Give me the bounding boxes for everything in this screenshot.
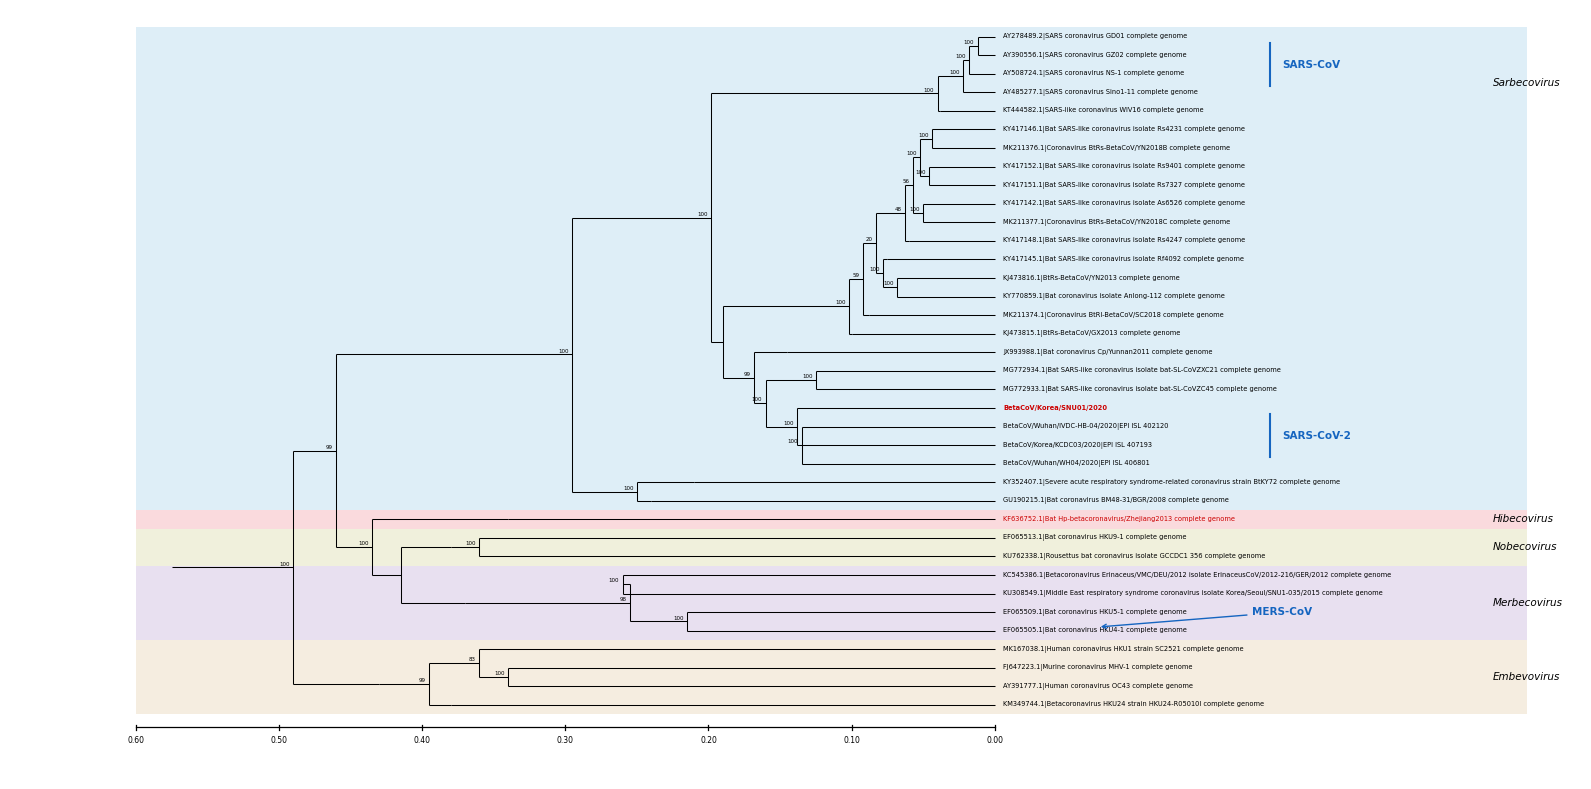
Text: 100: 100	[907, 151, 916, 156]
Text: KJ473816.1|BtRs-BetaCoV/YN2013 complete genome: KJ473816.1|BtRs-BetaCoV/YN2013 complete …	[1004, 275, 1181, 282]
Text: Embevovirus: Embevovirus	[1492, 672, 1561, 682]
Text: EF065513.1|Bat coronavirus HKU9-1 complete genome: EF065513.1|Bat coronavirus HKU9-1 comple…	[1004, 534, 1187, 541]
Text: KY417151.1|Bat SARS-like coronavirus isolate Rs7327 complete genome: KY417151.1|Bat SARS-like coronavirus iso…	[1004, 181, 1246, 189]
Text: MK211376.1|Coronavirus BtRs-BetaCoV/YN2018B complete genome: MK211376.1|Coronavirus BtRs-BetaCoV/YN20…	[1004, 144, 1230, 151]
Text: 48: 48	[894, 207, 901, 212]
Text: Sarbecovirus: Sarbecovirus	[1492, 78, 1561, 88]
Text: BetaCoV/Korea/KCDC03/2020|EPI ISL 407193: BetaCoV/Korea/KCDC03/2020|EPI ISL 407193	[1004, 442, 1152, 449]
Text: 100: 100	[558, 349, 570, 353]
Text: 0.50: 0.50	[270, 735, 288, 745]
Text: 100: 100	[910, 207, 920, 212]
Text: AY508724.1|SARS coronavirus NS-1 complete genome: AY508724.1|SARS coronavirus NS-1 complet…	[1004, 70, 1185, 77]
Text: KM349744.1|Betacoronavirus HKU24 strain HKU24-R05010I complete genome: KM349744.1|Betacoronavirus HKU24 strain …	[1004, 701, 1265, 709]
Text: 100: 100	[673, 615, 684, 620]
Bar	[135, 566, 1527, 640]
Text: Merbecovirus: Merbecovirus	[1492, 598, 1562, 608]
Text: KC545386.1|Betacoronavirus Erinaceus/VMC/DEU/2012 isolate ErinaceusCoV/2012-216/: KC545386.1|Betacoronavirus Erinaceus/VMC…	[1004, 571, 1392, 578]
Text: 100: 100	[783, 421, 794, 425]
Text: 100: 100	[918, 133, 929, 138]
Text: 100: 100	[835, 301, 845, 305]
Text: EF065505.1|Bat coronavirus HKU4-1 complete genome: EF065505.1|Bat coronavirus HKU4-1 comple…	[1004, 627, 1187, 634]
Text: KF636752.1|Bat Hp-betacoronavirus/Zhejiang2013 complete genome: KF636752.1|Bat Hp-betacoronavirus/Zhejia…	[1004, 516, 1235, 523]
Text: 100: 100	[869, 267, 880, 272]
Text: 100: 100	[697, 211, 708, 217]
Text: Hibecovirus: Hibecovirus	[1492, 514, 1554, 525]
Text: AY278489.2|SARS coronavirus GD01 complete genome: AY278489.2|SARS coronavirus GD01 complet…	[1004, 33, 1187, 40]
Text: MK211374.1|Coronavirus BtRI-BetaCoV/SC2018 complete genome: MK211374.1|Coronavirus BtRI-BetaCoV/SC20…	[1004, 312, 1223, 319]
Text: 99: 99	[326, 445, 333, 450]
Text: 100: 100	[495, 671, 504, 676]
Text: 0.20: 0.20	[700, 735, 718, 745]
Text: MK211377.1|Coronavirus BtRs-BetaCoV/YN2018C complete genome: MK211377.1|Coronavirus BtRs-BetaCoV/YN20…	[1004, 219, 1231, 226]
Text: 100: 100	[883, 282, 894, 286]
Text: 20: 20	[866, 237, 872, 242]
Text: 100: 100	[955, 54, 966, 59]
Text: Nobecovirus: Nobecovirus	[1492, 542, 1558, 552]
Text: EF065509.1|Bat coronavirus HKU5-1 complete genome: EF065509.1|Bat coronavirus HKU5-1 comple…	[1004, 608, 1187, 615]
Text: KY417146.1|Bat SARS-like coronavirus isolate Rs4231 complete genome: KY417146.1|Bat SARS-like coronavirus iso…	[1004, 126, 1246, 133]
Text: 100: 100	[924, 88, 934, 92]
Text: 100: 100	[609, 578, 619, 583]
Text: AY390556.1|SARS coronavirus GZ02 complete genome: AY390556.1|SARS coronavirus GZ02 complet…	[1004, 52, 1187, 58]
Text: KY417148.1|Bat SARS-like coronavirus isolate Rs4247 complete genome: KY417148.1|Bat SARS-like coronavirus iso…	[1004, 237, 1246, 245]
Text: 100: 100	[280, 562, 290, 567]
Text: GU190215.1|Bat coronavirus BM48-31/BGR/2008 complete genome: GU190215.1|Bat coronavirus BM48-31/BGR/2…	[1004, 497, 1230, 504]
Text: KY417145.1|Bat SARS-like coronavirus isolate Rf4092 complete genome: KY417145.1|Bat SARS-like coronavirus iso…	[1004, 256, 1244, 263]
Text: MG772934.1|Bat SARS-like coronavirus isolate bat-SL-CoVZXC21 complete genome: MG772934.1|Bat SARS-like coronavirus iso…	[1004, 368, 1281, 374]
Text: KY417152.1|Bat SARS-like coronavirus isolate Rs9401 complete genome: KY417152.1|Bat SARS-like coronavirus iso…	[1004, 163, 1246, 170]
Text: 56: 56	[902, 179, 910, 185]
Text: 0.60: 0.60	[127, 735, 145, 745]
Text: 83: 83	[469, 657, 476, 662]
Text: 100: 100	[788, 439, 799, 444]
Text: KY770859.1|Bat coronavirus isolate Anlong-112 complete genome: KY770859.1|Bat coronavirus isolate Anlon…	[1004, 293, 1225, 300]
Bar	[135, 510, 1527, 529]
Text: KY352407.1|Severe acute respiratory syndrome-related coronavirus strain BtKY72 c: KY352407.1|Severe acute respiratory synd…	[1004, 479, 1341, 486]
Text: 100: 100	[964, 40, 974, 45]
Text: KU308549.1|Middle East respiratory syndrome coronavirus isolate Korea/Seoul/SNU1: KU308549.1|Middle East respiratory syndr…	[1004, 590, 1383, 597]
Text: KJ473815.1|BtRs-BetaCoV/GX2013 complete genome: KJ473815.1|BtRs-BetaCoV/GX2013 complete …	[1004, 331, 1181, 337]
Text: 100: 100	[915, 170, 926, 175]
Text: BetaCoV/Wuhan/IVDC-HB-04/2020|EPI ISL 402120: BetaCoV/Wuhan/IVDC-HB-04/2020|EPI ISL 40…	[1004, 423, 1169, 430]
Text: FJ647223.1|Murine coronavirus MHV-1 complete genome: FJ647223.1|Murine coronavirus MHV-1 comp…	[1004, 664, 1193, 671]
Bar	[135, 640, 1527, 714]
Bar	[135, 529, 1527, 566]
Text: BetaCoV/Korea/SNU01/2020: BetaCoV/Korea/SNU01/2020	[1004, 405, 1107, 411]
Text: 100: 100	[802, 374, 813, 380]
Text: 98: 98	[619, 597, 627, 602]
Text: MERS-CoV: MERS-CoV	[1103, 608, 1313, 628]
Text: JX993988.1|Bat coronavirus Cp/Yunnan2011 complete genome: JX993988.1|Bat coronavirus Cp/Yunnan2011…	[1004, 349, 1212, 356]
Text: KY417142.1|Bat SARS-like coronavirus isolate As6526 complete genome: KY417142.1|Bat SARS-like coronavirus iso…	[1004, 200, 1246, 208]
Bar	[135, 28, 1527, 510]
Text: 0.30: 0.30	[557, 735, 574, 745]
Text: SARS-CoV: SARS-CoV	[1282, 59, 1341, 69]
Text: 100: 100	[950, 70, 959, 75]
Text: AY391777.1|Human coronavirus OC43 complete genome: AY391777.1|Human coronavirus OC43 comple…	[1004, 683, 1193, 690]
Text: 100: 100	[358, 541, 369, 546]
Text: 100: 100	[753, 398, 762, 402]
Text: 0.40: 0.40	[414, 735, 431, 745]
Text: SARS-CoV-2: SARS-CoV-2	[1282, 431, 1351, 441]
Text: 59: 59	[853, 273, 859, 279]
Text: AY485277.1|SARS coronavirus Sino1-11 complete genome: AY485277.1|SARS coronavirus Sino1-11 com…	[1004, 89, 1198, 95]
Text: BetaCoV/Wuhan/WH04/2020|EPI ISL 406801: BetaCoV/Wuhan/WH04/2020|EPI ISL 406801	[1004, 460, 1150, 467]
Text: 0.00: 0.00	[986, 735, 1004, 745]
Text: KT444582.1|SARS-like coronavirus WIV16 complete genome: KT444582.1|SARS-like coronavirus WIV16 c…	[1004, 107, 1204, 114]
Text: KU762338.1|Rousettus bat coronavirus isolate GCCDC1 356 complete genome: KU762338.1|Rousettus bat coronavirus iso…	[1004, 553, 1266, 560]
Text: MK167038.1|Human coronavirus HKU1 strain SC2521 complete genome: MK167038.1|Human coronavirus HKU1 strain…	[1004, 646, 1244, 653]
Text: MG772933.1|Bat SARS-like coronavirus isolate bat-SL-CoVZC45 complete genome: MG772933.1|Bat SARS-like coronavirus iso…	[1004, 386, 1278, 393]
Text: 99: 99	[418, 678, 426, 683]
Text: 100: 100	[624, 485, 633, 491]
Text: 0.10: 0.10	[843, 735, 861, 745]
Text: 99: 99	[745, 372, 751, 377]
Text: 100: 100	[466, 541, 476, 546]
